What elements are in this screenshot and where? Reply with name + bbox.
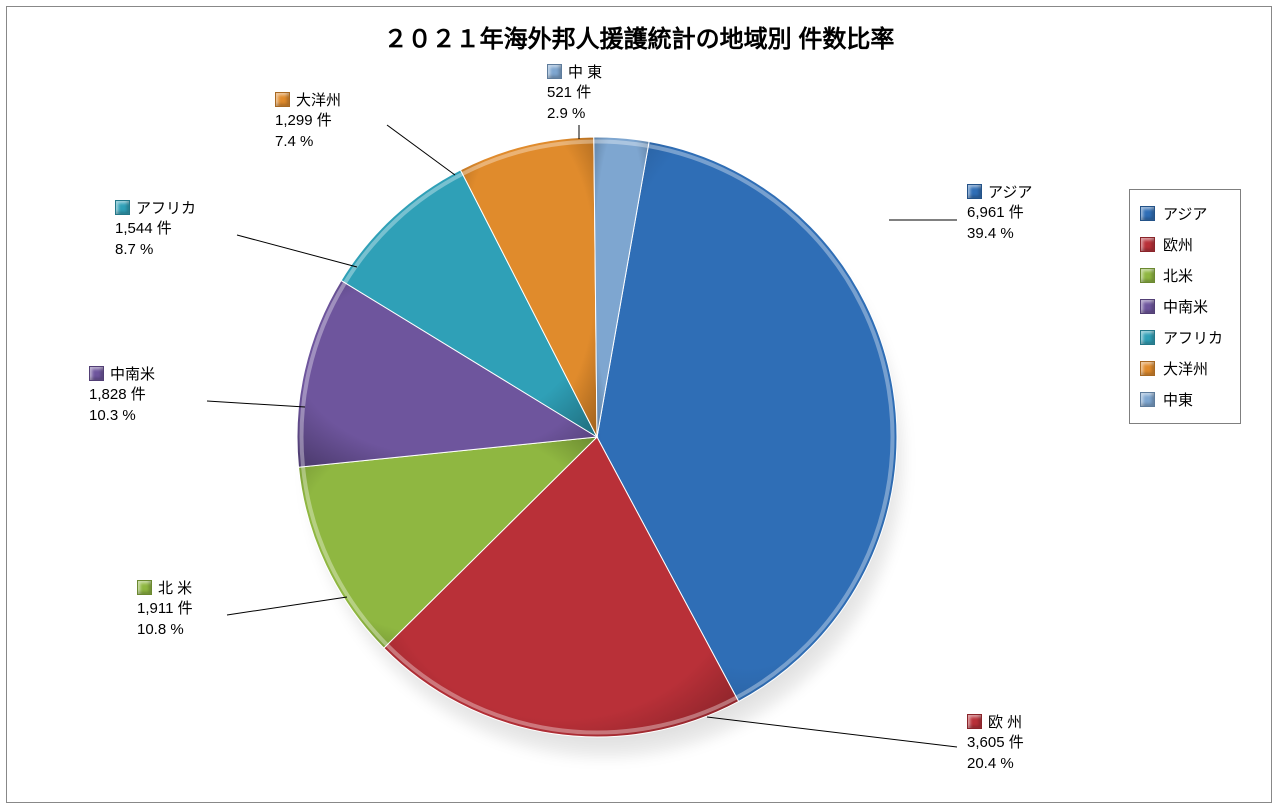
slice-label-percent: 7.4 % bbox=[275, 132, 341, 152]
slice-label-value: 1,911 件 bbox=[137, 599, 193, 619]
legend-label: アフリカ bbox=[1163, 327, 1223, 348]
slice-label-中南米: 中南米 1,828 件10.3 % bbox=[89, 365, 155, 426]
chart-frame: ２０２１年海外邦人援護統計の地域別 件数比率 アジア 6,961 件39.4 % 欧… bbox=[6, 6, 1272, 803]
swatch-icon bbox=[1140, 237, 1155, 252]
legend-label: 欧州 bbox=[1163, 234, 1193, 255]
slice-label-name: 中 東 bbox=[568, 64, 602, 81]
swatch-icon bbox=[115, 200, 130, 215]
legend-item-アジア: アジア bbox=[1140, 198, 1228, 229]
swatch-icon bbox=[1140, 299, 1155, 314]
swatch-icon bbox=[547, 64, 562, 79]
slice-label-name: 大洋州 bbox=[296, 92, 341, 109]
slice-label-name: アフリカ bbox=[136, 200, 196, 217]
slice-label-value: 1,828 件 bbox=[89, 385, 155, 405]
slice-label-name: 中南米 bbox=[110, 366, 155, 383]
pie-chart bbox=[277, 117, 917, 757]
slice-label-percent: 2.9 % bbox=[547, 104, 602, 124]
slice-label-大洋州: 大洋州 1,299 件7.4 % bbox=[275, 91, 341, 152]
legend-item-中東: 中東 bbox=[1140, 384, 1228, 415]
chart-title: ２０２１年海外邦人援護統計の地域別 件数比率 bbox=[7, 19, 1271, 54]
swatch-icon bbox=[1140, 361, 1155, 376]
slice-label-percent: 10.3 % bbox=[89, 406, 155, 426]
slice-label-percent: 8.7 % bbox=[115, 240, 196, 260]
legend-label: アジア bbox=[1163, 203, 1207, 224]
swatch-icon bbox=[1140, 330, 1155, 345]
slice-label-name: アジア bbox=[988, 184, 1032, 201]
slice-label-北米: 北 米 1,911 件10.8 % bbox=[137, 579, 193, 640]
slice-label-欧州: 欧 州 3,605 件20.4 % bbox=[967, 713, 1024, 774]
legend-label: 大洋州 bbox=[1163, 358, 1208, 379]
swatch-icon bbox=[89, 366, 104, 381]
slice-label-value: 1,299 件 bbox=[275, 111, 341, 131]
legend-item-大洋州: 大洋州 bbox=[1140, 353, 1228, 384]
legend-label: 中南米 bbox=[1163, 296, 1208, 317]
legend-item-欧州: 欧州 bbox=[1140, 229, 1228, 260]
legend-label: 北米 bbox=[1163, 265, 1193, 286]
swatch-icon bbox=[1140, 392, 1155, 407]
swatch-icon bbox=[275, 92, 290, 107]
swatch-icon bbox=[1140, 268, 1155, 283]
legend-label: 中東 bbox=[1163, 389, 1193, 410]
slice-label-アジア: アジア 6,961 件39.4 % bbox=[967, 183, 1032, 244]
swatch-icon bbox=[967, 714, 982, 729]
legend-item-北米: 北米 bbox=[1140, 260, 1228, 291]
slice-label-value: 1,544 件 bbox=[115, 219, 196, 239]
legend: アジア欧州北米中南米アフリカ大洋州中東 bbox=[1129, 189, 1241, 424]
swatch-icon bbox=[137, 580, 152, 595]
slice-label-value: 3,605 件 bbox=[967, 733, 1024, 753]
slice-label-percent: 39.4 % bbox=[967, 224, 1032, 244]
swatch-icon bbox=[967, 184, 982, 199]
legend-item-アフリカ: アフリカ bbox=[1140, 322, 1228, 353]
slice-label-中東: 中 東 521 件2.9 % bbox=[547, 63, 602, 124]
slice-label-percent: 10.8 % bbox=[137, 620, 193, 640]
swatch-icon bbox=[1140, 206, 1155, 221]
slice-label-value: 6,961 件 bbox=[967, 203, 1032, 223]
slice-label-percent: 20.4 % bbox=[967, 754, 1024, 774]
legend-item-中南米: 中南米 bbox=[1140, 291, 1228, 322]
slice-label-name: 欧 州 bbox=[988, 714, 1022, 731]
slice-label-value: 521 件 bbox=[547, 83, 602, 103]
slice-label-アフリカ: アフリカ 1,544 件8.7 % bbox=[115, 199, 196, 260]
slice-label-name: 北 米 bbox=[158, 580, 192, 597]
